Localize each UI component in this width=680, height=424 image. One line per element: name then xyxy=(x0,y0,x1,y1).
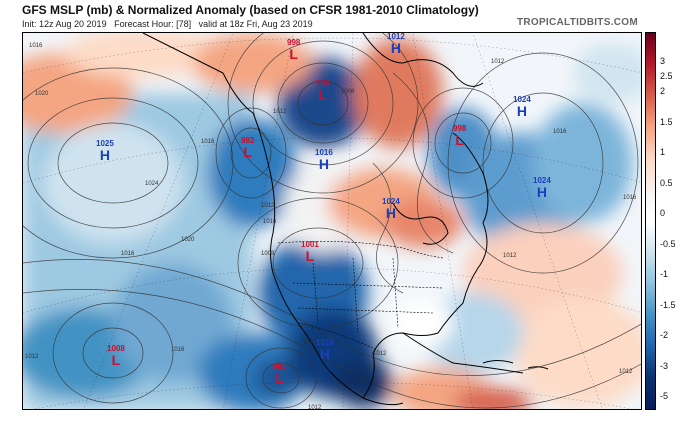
pressure-letter: H xyxy=(99,147,110,163)
pressure-center-low: 988 L xyxy=(316,79,330,103)
pressure-value: 998 xyxy=(287,38,301,47)
isobar-label: 1012 xyxy=(261,203,275,209)
coastlines xyxy=(142,33,549,406)
pressure-center-low: 998 L xyxy=(287,38,301,62)
isobar-label: 1008 xyxy=(341,89,355,95)
pressure-letter: H xyxy=(516,103,527,119)
pressure-center-low: 1001 L xyxy=(301,240,319,264)
colorbar xyxy=(645,32,656,410)
map-panel: 1016 1020 1024 1016 1012 1008 1012 1016 … xyxy=(22,32,642,410)
pressure-center-low: 998 L xyxy=(453,124,467,148)
pressure-letter: H xyxy=(318,156,329,172)
map-canvas: 1016 1020 1024 1016 1012 1008 1012 1016 … xyxy=(23,33,641,410)
colorbar-tick: 1.5 xyxy=(660,117,673,127)
pressure-value: 1016 xyxy=(315,148,333,157)
pressure-letter: H xyxy=(385,205,396,221)
pressure-letter: L xyxy=(289,46,298,62)
pressure-letter: H xyxy=(319,346,330,362)
pressure-value: 1024 xyxy=(533,176,551,185)
pressure-value: 1001 xyxy=(301,240,319,249)
isobar-label: 1012 xyxy=(373,351,387,357)
isobar-label: 1012 xyxy=(491,59,505,65)
political-borders xyxy=(277,241,444,352)
pressure-center-high: 1025 H xyxy=(96,139,114,163)
graticule-lines xyxy=(23,33,641,409)
pressure-center-high: 1012 H xyxy=(387,33,405,55)
isobar-label: 1016 xyxy=(29,43,43,49)
pressure-value: 988 xyxy=(316,79,330,88)
pressure-value: 998 xyxy=(453,124,467,133)
colorbar-tick: 2.5 xyxy=(660,71,673,81)
pressure-center-high: 1024 H xyxy=(533,176,551,200)
pressure-center-high: 1016 H xyxy=(316,338,334,362)
colorbar-tick: 0 xyxy=(660,208,666,218)
pressure-value: 1012 xyxy=(387,32,405,41)
isobar-label: 1012 xyxy=(503,253,517,259)
colorbar-tick: -1 xyxy=(660,269,669,279)
isobar-contours xyxy=(23,33,641,409)
colorbar-tick: 3 xyxy=(660,56,666,66)
isobar-label: 1012 xyxy=(303,339,317,345)
pressure-letter: L xyxy=(305,248,315,264)
colorbar-tick: 1 xyxy=(660,147,666,157)
isobar-label-group: 1016 1020 1024 1016 1012 1008 1012 1016 … xyxy=(25,43,637,410)
pressure-value: 1024 xyxy=(382,197,400,206)
colorbar-tick: 0.5 xyxy=(660,178,673,188)
pressure-value: 1016 xyxy=(316,338,334,347)
isobar-label: 1016 xyxy=(171,347,185,353)
pressure-value: 985 xyxy=(273,362,287,371)
pressure-center-low: 985 L xyxy=(273,362,287,386)
pressure-letter: L xyxy=(455,132,464,148)
pressure-letter: L xyxy=(111,352,121,368)
colorbar-tick: -0.5 xyxy=(660,239,676,249)
pressure-center-low: 992 L xyxy=(241,136,255,160)
isobar-label: 1012 xyxy=(25,354,39,360)
pressure-letter: H xyxy=(390,40,401,56)
pressure-value: 992 xyxy=(241,136,255,145)
pressure-center-high: 1024 H xyxy=(382,197,400,221)
brand-watermark: TROPICALTIDBITS.COM xyxy=(516,17,638,28)
pressure-value: 1008 xyxy=(107,344,125,353)
pressure-center-low: 1008 L xyxy=(107,344,125,368)
pressure-center-high: 1024 H xyxy=(513,95,531,119)
isobar-label: 1008 xyxy=(261,251,275,257)
colorbar-tick: -1.5 xyxy=(660,300,676,310)
isobar-label: 1024 xyxy=(145,181,159,187)
colorbar-tick: -5 xyxy=(660,391,669,401)
isobar-label: 1016 xyxy=(553,129,567,135)
pressure-center-high: 1016 H xyxy=(315,148,333,172)
colorbar-tick: -2 xyxy=(660,330,669,340)
pressure-letter: H xyxy=(536,184,547,200)
isobar-label: 1016 xyxy=(201,139,215,145)
colorbar-tick: -3 xyxy=(660,361,669,371)
chart-title: GFS MSLP (mb) & Normalized Anomaly (base… xyxy=(22,3,479,17)
isobar-label: 1020 xyxy=(35,91,49,97)
isobar-label: 1016 xyxy=(121,251,135,257)
colorbar-tick: 2 xyxy=(660,86,666,96)
pressure-letter: L xyxy=(275,370,284,386)
pressure-value: 1025 xyxy=(96,139,114,148)
isobar-label: 1016 xyxy=(263,219,277,225)
pressure-value: 1024 xyxy=(513,95,531,104)
isobar-label: 1012 xyxy=(619,369,633,375)
chart-subtitle: Init: 12z Aug 20 2019 Forecast Hour: [78… xyxy=(22,19,313,29)
isobar-label: 1020 xyxy=(181,237,195,243)
isobar-label: 1016 xyxy=(623,195,637,201)
pressure-letter: L xyxy=(318,87,327,103)
colorbar-tick-labels: 3 2.5 2 1.5 1 0.5 0 -0.5 -1 -1.5 -2 -3 -… xyxy=(660,32,680,410)
isobar-label: 1012 xyxy=(308,405,322,410)
isobar-label: 1012 xyxy=(273,109,287,115)
pressure-letter: L xyxy=(243,144,252,160)
